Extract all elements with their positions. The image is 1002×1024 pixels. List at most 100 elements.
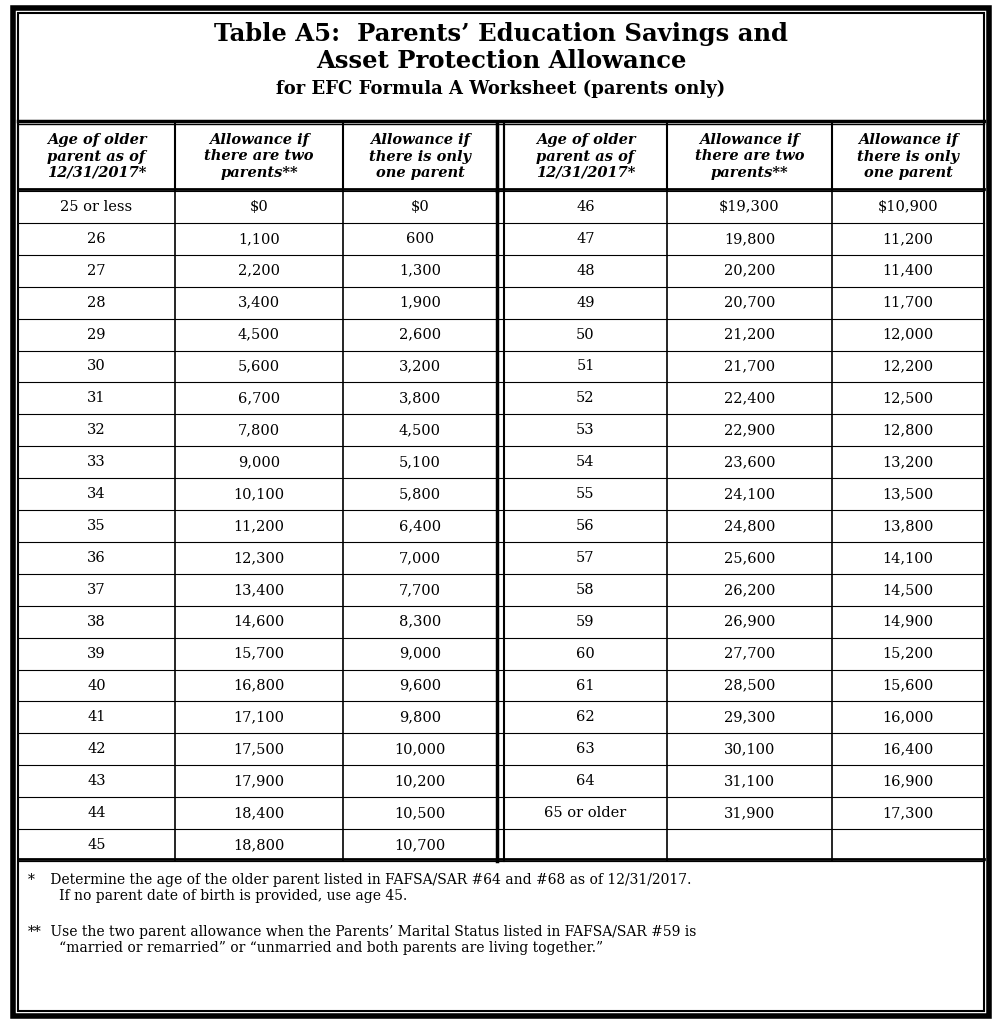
Text: 6,700: 6,700 bbox=[237, 391, 281, 406]
Text: 10,100: 10,100 bbox=[233, 487, 285, 501]
Text: 62: 62 bbox=[576, 711, 595, 724]
Text: 9,600: 9,600 bbox=[399, 679, 441, 692]
Text: 56: 56 bbox=[576, 519, 595, 534]
Text: 17,500: 17,500 bbox=[233, 742, 285, 757]
Text: 12,300: 12,300 bbox=[233, 551, 285, 565]
Text: 47: 47 bbox=[576, 231, 595, 246]
Text: 1,300: 1,300 bbox=[399, 264, 441, 278]
Text: 7,700: 7,700 bbox=[399, 583, 441, 597]
Text: $19,300: $19,300 bbox=[719, 200, 780, 214]
Text: Table A5:  Parents’ Education Savings and: Table A5: Parents’ Education Savings and bbox=[214, 22, 788, 46]
Text: 37: 37 bbox=[87, 583, 106, 597]
Text: Allowance if
there is only
one parent: Allowance if there is only one parent bbox=[369, 133, 471, 179]
Text: Asset Protection Allowance: Asset Protection Allowance bbox=[316, 49, 686, 73]
Text: 26,900: 26,900 bbox=[723, 614, 776, 629]
Text: 3,200: 3,200 bbox=[399, 359, 441, 374]
Text: 1,100: 1,100 bbox=[238, 231, 280, 246]
Text: 25 or less: 25 or less bbox=[60, 200, 132, 214]
Text: 27,700: 27,700 bbox=[723, 646, 776, 660]
Text: 31,900: 31,900 bbox=[723, 806, 776, 820]
Text: 13,200: 13,200 bbox=[883, 456, 934, 469]
Text: 26,200: 26,200 bbox=[723, 583, 776, 597]
Text: $0: $0 bbox=[411, 200, 430, 214]
Text: 29: 29 bbox=[87, 328, 106, 342]
Text: 45: 45 bbox=[87, 838, 106, 852]
Text: 24,100: 24,100 bbox=[723, 487, 776, 501]
Text: 17,100: 17,100 bbox=[233, 711, 285, 724]
Text: 12,800: 12,800 bbox=[883, 423, 934, 437]
Text: 46: 46 bbox=[576, 200, 595, 214]
Text: 31,100: 31,100 bbox=[723, 774, 776, 788]
Text: 20,200: 20,200 bbox=[723, 264, 776, 278]
Text: 11,400: 11,400 bbox=[883, 264, 934, 278]
Text: 4,500: 4,500 bbox=[399, 423, 441, 437]
Text: 30,100: 30,100 bbox=[723, 742, 776, 757]
Text: 10,200: 10,200 bbox=[395, 774, 446, 788]
Text: 21,200: 21,200 bbox=[723, 328, 776, 342]
Text: 57: 57 bbox=[576, 551, 595, 565]
Text: 16,000: 16,000 bbox=[883, 711, 934, 724]
Text: 61: 61 bbox=[576, 679, 595, 692]
Text: 51: 51 bbox=[576, 359, 595, 374]
Text: 11,200: 11,200 bbox=[233, 519, 285, 534]
Text: 9,800: 9,800 bbox=[399, 711, 441, 724]
Text: 59: 59 bbox=[576, 614, 595, 629]
Text: 600: 600 bbox=[406, 231, 434, 246]
Text: 44: 44 bbox=[87, 806, 106, 820]
Text: 18,800: 18,800 bbox=[233, 838, 285, 852]
Text: 15,700: 15,700 bbox=[233, 646, 285, 660]
Text: 2,600: 2,600 bbox=[399, 328, 441, 342]
Text: 53: 53 bbox=[576, 423, 595, 437]
Text: 12,000: 12,000 bbox=[883, 328, 934, 342]
Text: $10,900: $10,900 bbox=[878, 200, 938, 214]
Text: 60: 60 bbox=[576, 646, 595, 660]
Text: 18,400: 18,400 bbox=[233, 806, 285, 820]
Text: Age of older
parent as of
12/31/2017*: Age of older parent as of 12/31/2017* bbox=[47, 133, 146, 179]
Text: 3,800: 3,800 bbox=[399, 391, 441, 406]
Text: 42: 42 bbox=[87, 742, 106, 757]
Text: 26: 26 bbox=[87, 231, 106, 246]
Text: 19,800: 19,800 bbox=[723, 231, 776, 246]
Text: 13,800: 13,800 bbox=[883, 519, 934, 534]
Text: 40: 40 bbox=[87, 679, 106, 692]
Text: *: * bbox=[28, 873, 35, 887]
Text: 17,300: 17,300 bbox=[883, 806, 934, 820]
Text: 14,500: 14,500 bbox=[883, 583, 934, 597]
Text: 16,900: 16,900 bbox=[883, 774, 934, 788]
Text: 5,800: 5,800 bbox=[399, 487, 441, 501]
Text: Age of older
parent as of
12/31/2017*: Age of older parent as of 12/31/2017* bbox=[536, 133, 635, 179]
Text: Use the two parent allowance when the Parents’ Marital Status listed in FAFSA/SA: Use the two parent allowance when the Pa… bbox=[46, 925, 696, 955]
Text: 27: 27 bbox=[87, 264, 106, 278]
Text: 58: 58 bbox=[576, 583, 595, 597]
Text: 14,100: 14,100 bbox=[883, 551, 934, 565]
Text: 13,400: 13,400 bbox=[233, 583, 285, 597]
Text: 20,700: 20,700 bbox=[723, 296, 776, 309]
Text: 35: 35 bbox=[87, 519, 106, 534]
Text: 30: 30 bbox=[87, 359, 106, 374]
Text: 48: 48 bbox=[576, 264, 595, 278]
Text: 12,500: 12,500 bbox=[883, 391, 934, 406]
Text: 31: 31 bbox=[87, 391, 106, 406]
Text: 16,800: 16,800 bbox=[233, 679, 285, 692]
Text: Determine the age of the older parent listed in FAFSA/SAR #64 and #68 as of 12/3: Determine the age of the older parent li… bbox=[46, 873, 691, 903]
Text: 28: 28 bbox=[87, 296, 106, 309]
Text: 36: 36 bbox=[87, 551, 106, 565]
Text: 7,000: 7,000 bbox=[399, 551, 441, 565]
Text: 15,200: 15,200 bbox=[883, 646, 934, 660]
Text: 49: 49 bbox=[576, 296, 595, 309]
Text: Allowance if
there is only
one parent: Allowance if there is only one parent bbox=[857, 133, 959, 179]
Text: 5,600: 5,600 bbox=[237, 359, 281, 374]
Text: 28,500: 28,500 bbox=[723, 679, 776, 692]
Text: 16,400: 16,400 bbox=[883, 742, 934, 757]
Text: 50: 50 bbox=[576, 328, 595, 342]
Text: 14,900: 14,900 bbox=[883, 614, 934, 629]
Text: 24,800: 24,800 bbox=[723, 519, 776, 534]
Text: 10,000: 10,000 bbox=[395, 742, 446, 757]
Text: **: ** bbox=[28, 925, 42, 939]
Text: 34: 34 bbox=[87, 487, 106, 501]
Text: 39: 39 bbox=[87, 646, 106, 660]
Text: 23,600: 23,600 bbox=[723, 456, 776, 469]
Text: 11,200: 11,200 bbox=[883, 231, 934, 246]
Text: 5,100: 5,100 bbox=[399, 456, 441, 469]
Text: 21,700: 21,700 bbox=[723, 359, 776, 374]
